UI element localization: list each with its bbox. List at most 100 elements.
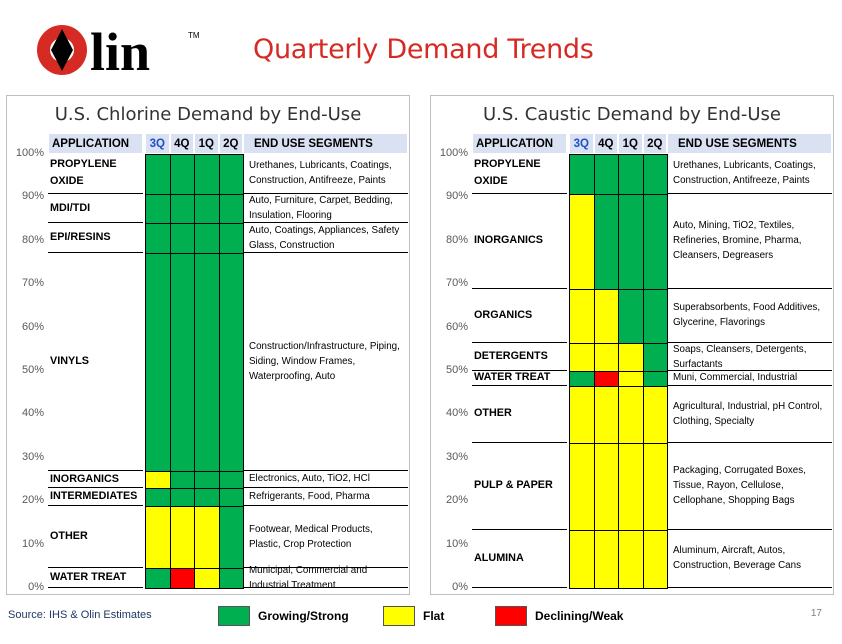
chlorine-status-cell	[218, 568, 244, 589]
caustic-status-cell	[569, 371, 595, 387]
chlorine-status-cell	[194, 193, 220, 225]
caustic-row-segments: Auto, Mining, TiO2, Textiles, Refineries…	[667, 194, 832, 289]
chlorine-status-cell	[194, 252, 220, 472]
chlorine-y-tick: 0%	[28, 581, 44, 593]
caustic-row-application: OTHER	[472, 386, 567, 443]
chlorine-row-application: MDI/TDI	[48, 194, 143, 224]
caustic-status-cell	[593, 371, 619, 387]
chlorine-header-quarter: 2Q	[218, 133, 243, 154]
caustic-row-application: PULP & PAPER	[472, 443, 567, 530]
chlorine-status-cell	[218, 470, 244, 490]
chlorine-status-cell	[194, 470, 220, 490]
chlorine-row-segments: Refrigerants, Food, Pharma	[243, 488, 408, 507]
caustic-status-cell	[642, 193, 668, 290]
chlorine-status-cell	[169, 568, 195, 589]
chlorine-row-segments: Auto, Furniture, Carpet, Bedding, Insula…	[243, 194, 408, 224]
caustic-header-segments: END USE SEGMENTS	[667, 133, 832, 154]
chlorine-row-segments: Electronics, Auto, TiO2, HCl	[243, 471, 408, 489]
chlorine-y-tick: 80%	[21, 233, 44, 246]
caustic-status-cell	[593, 343, 619, 372]
chlorine-status-cell	[169, 252, 195, 472]
caustic-y-tick: 10%	[445, 537, 468, 550]
caustic-status-cell	[593, 442, 619, 531]
caustic-y-tick: 20%	[445, 494, 468, 507]
caustic-status-cell	[642, 385, 668, 444]
caustic-row-application: WATER TREAT	[472, 371, 567, 386]
caustic-y-tick: 60%	[445, 320, 468, 333]
legend-declining: Declining/Weak	[495, 606, 623, 626]
caustic-status-cell	[642, 343, 668, 372]
caustic-row-application: INORGANICS	[472, 194, 567, 289]
chlorine-row-application: EPI/RESINS	[48, 223, 143, 253]
caustic-row-application: PROPYLENE OXIDE	[472, 154, 567, 194]
legend-swatch-flat	[383, 606, 415, 626]
caustic-status-cell	[569, 154, 595, 195]
chlorine-header-segments: END USE SEGMENTS	[243, 133, 408, 154]
page-number: 17	[810, 608, 822, 619]
chlorine-y-tick: 100%	[15, 147, 44, 159]
caustic-status-cell	[618, 154, 644, 195]
caustic-row-segments: Muni, Commercial, Industrial	[667, 371, 832, 386]
chlorine-status-cell	[169, 223, 195, 254]
chlorine-y-tick: 90%	[21, 190, 44, 203]
caustic-header-quarter: 4Q	[593, 133, 618, 154]
caustic-status-cell	[569, 343, 595, 372]
chlorine-status-cell	[145, 252, 171, 472]
caustic-row-application: ORGANICS	[472, 289, 567, 344]
chlorine-row-application: INORGANICS	[48, 471, 143, 489]
chlorine-row-application: INTERMEDIATES	[48, 488, 143, 507]
olin-logo: lin TM	[37, 22, 200, 80]
chlorine-row-segments: Auto, Coatings, Appliances, Safety Glass…	[243, 223, 408, 253]
caustic-row-application: DETERGENTS	[472, 343, 567, 371]
legend-swatch-declining	[495, 606, 527, 626]
chlorine-y-tick: 60%	[21, 320, 44, 333]
legend-swatch-growing	[218, 606, 250, 626]
caustic-row-segments: Agricultural, Industrial, pH Control, Cl…	[667, 386, 832, 443]
chlorine-status-cell	[145, 154, 171, 195]
chlorine-status-cell	[194, 488, 220, 508]
chlorine-status-cell	[218, 193, 244, 225]
caustic-status-cell	[642, 288, 668, 345]
legend-label-flat: Flat	[423, 609, 445, 623]
caustic-status-cell	[569, 193, 595, 290]
chlorine-status-cell	[218, 506, 244, 570]
chlorine-header-quarter: 1Q	[194, 133, 219, 154]
caustic-y-tick: 40%	[445, 407, 468, 420]
chlorine-row-application: OTHER	[48, 506, 143, 569]
chlorine-status-cell	[145, 223, 171, 254]
chlorine-row-segments: Municipal, Commercial and Industrial Tre…	[243, 565, 408, 591]
caustic-row-segments: Packaging, Corrugated Boxes, Tissue, Ray…	[667, 443, 832, 530]
chlorine-y-tick: 50%	[21, 364, 44, 376]
caustic-y-tick: 70%	[445, 277, 468, 290]
caustic-status-cell	[642, 371, 668, 387]
chlorine-y-tick: 40%	[21, 407, 44, 420]
caustic-row-segments: Urethanes, Lubricants, Coatings, Constru…	[667, 154, 832, 194]
chlorine-status-cell	[145, 506, 171, 570]
chlorine-status-cell	[218, 154, 244, 195]
svg-text:lin: lin	[90, 22, 150, 80]
chlorine-status-cell	[169, 506, 195, 570]
caustic-y-tick: 0%	[452, 581, 468, 593]
chlorine-status-cell	[145, 488, 171, 508]
chlorine-header-quarter: 3Q	[145, 133, 170, 154]
legend-flat: Flat	[383, 606, 444, 626]
caustic-header-quarter: 3Q	[569, 133, 594, 154]
chlorine-y-tick: 30%	[21, 450, 44, 463]
legend-label-growing: Growing/Strong	[258, 609, 349, 623]
caustic-status-cell	[618, 288, 644, 345]
chlorine-status-cell	[169, 488, 195, 508]
caustic-status-cell	[618, 442, 644, 531]
caustic-status-cell	[569, 529, 595, 589]
caustic-chart-title: U.S. Caustic Demand by End-Use	[482, 104, 781, 125]
chlorine-row-segments: Footwear, Medical Products, Plastic, Cro…	[243, 506, 408, 569]
caustic-header-quarter: 2Q	[642, 133, 667, 154]
caustic-header-application: APPLICATION	[472, 133, 567, 154]
caustic-status-cell	[593, 288, 619, 345]
chlorine-row-application: PROPYLENE OXIDE	[48, 154, 143, 194]
chlorine-status-cell	[218, 488, 244, 508]
chlorine-y-tick: 10%	[21, 537, 44, 550]
chlorine-status-cell	[194, 154, 220, 195]
caustic-status-cell	[642, 154, 668, 195]
chlorine-chart-title: U.S. Chlorine Demand by End-Use	[54, 104, 362, 125]
